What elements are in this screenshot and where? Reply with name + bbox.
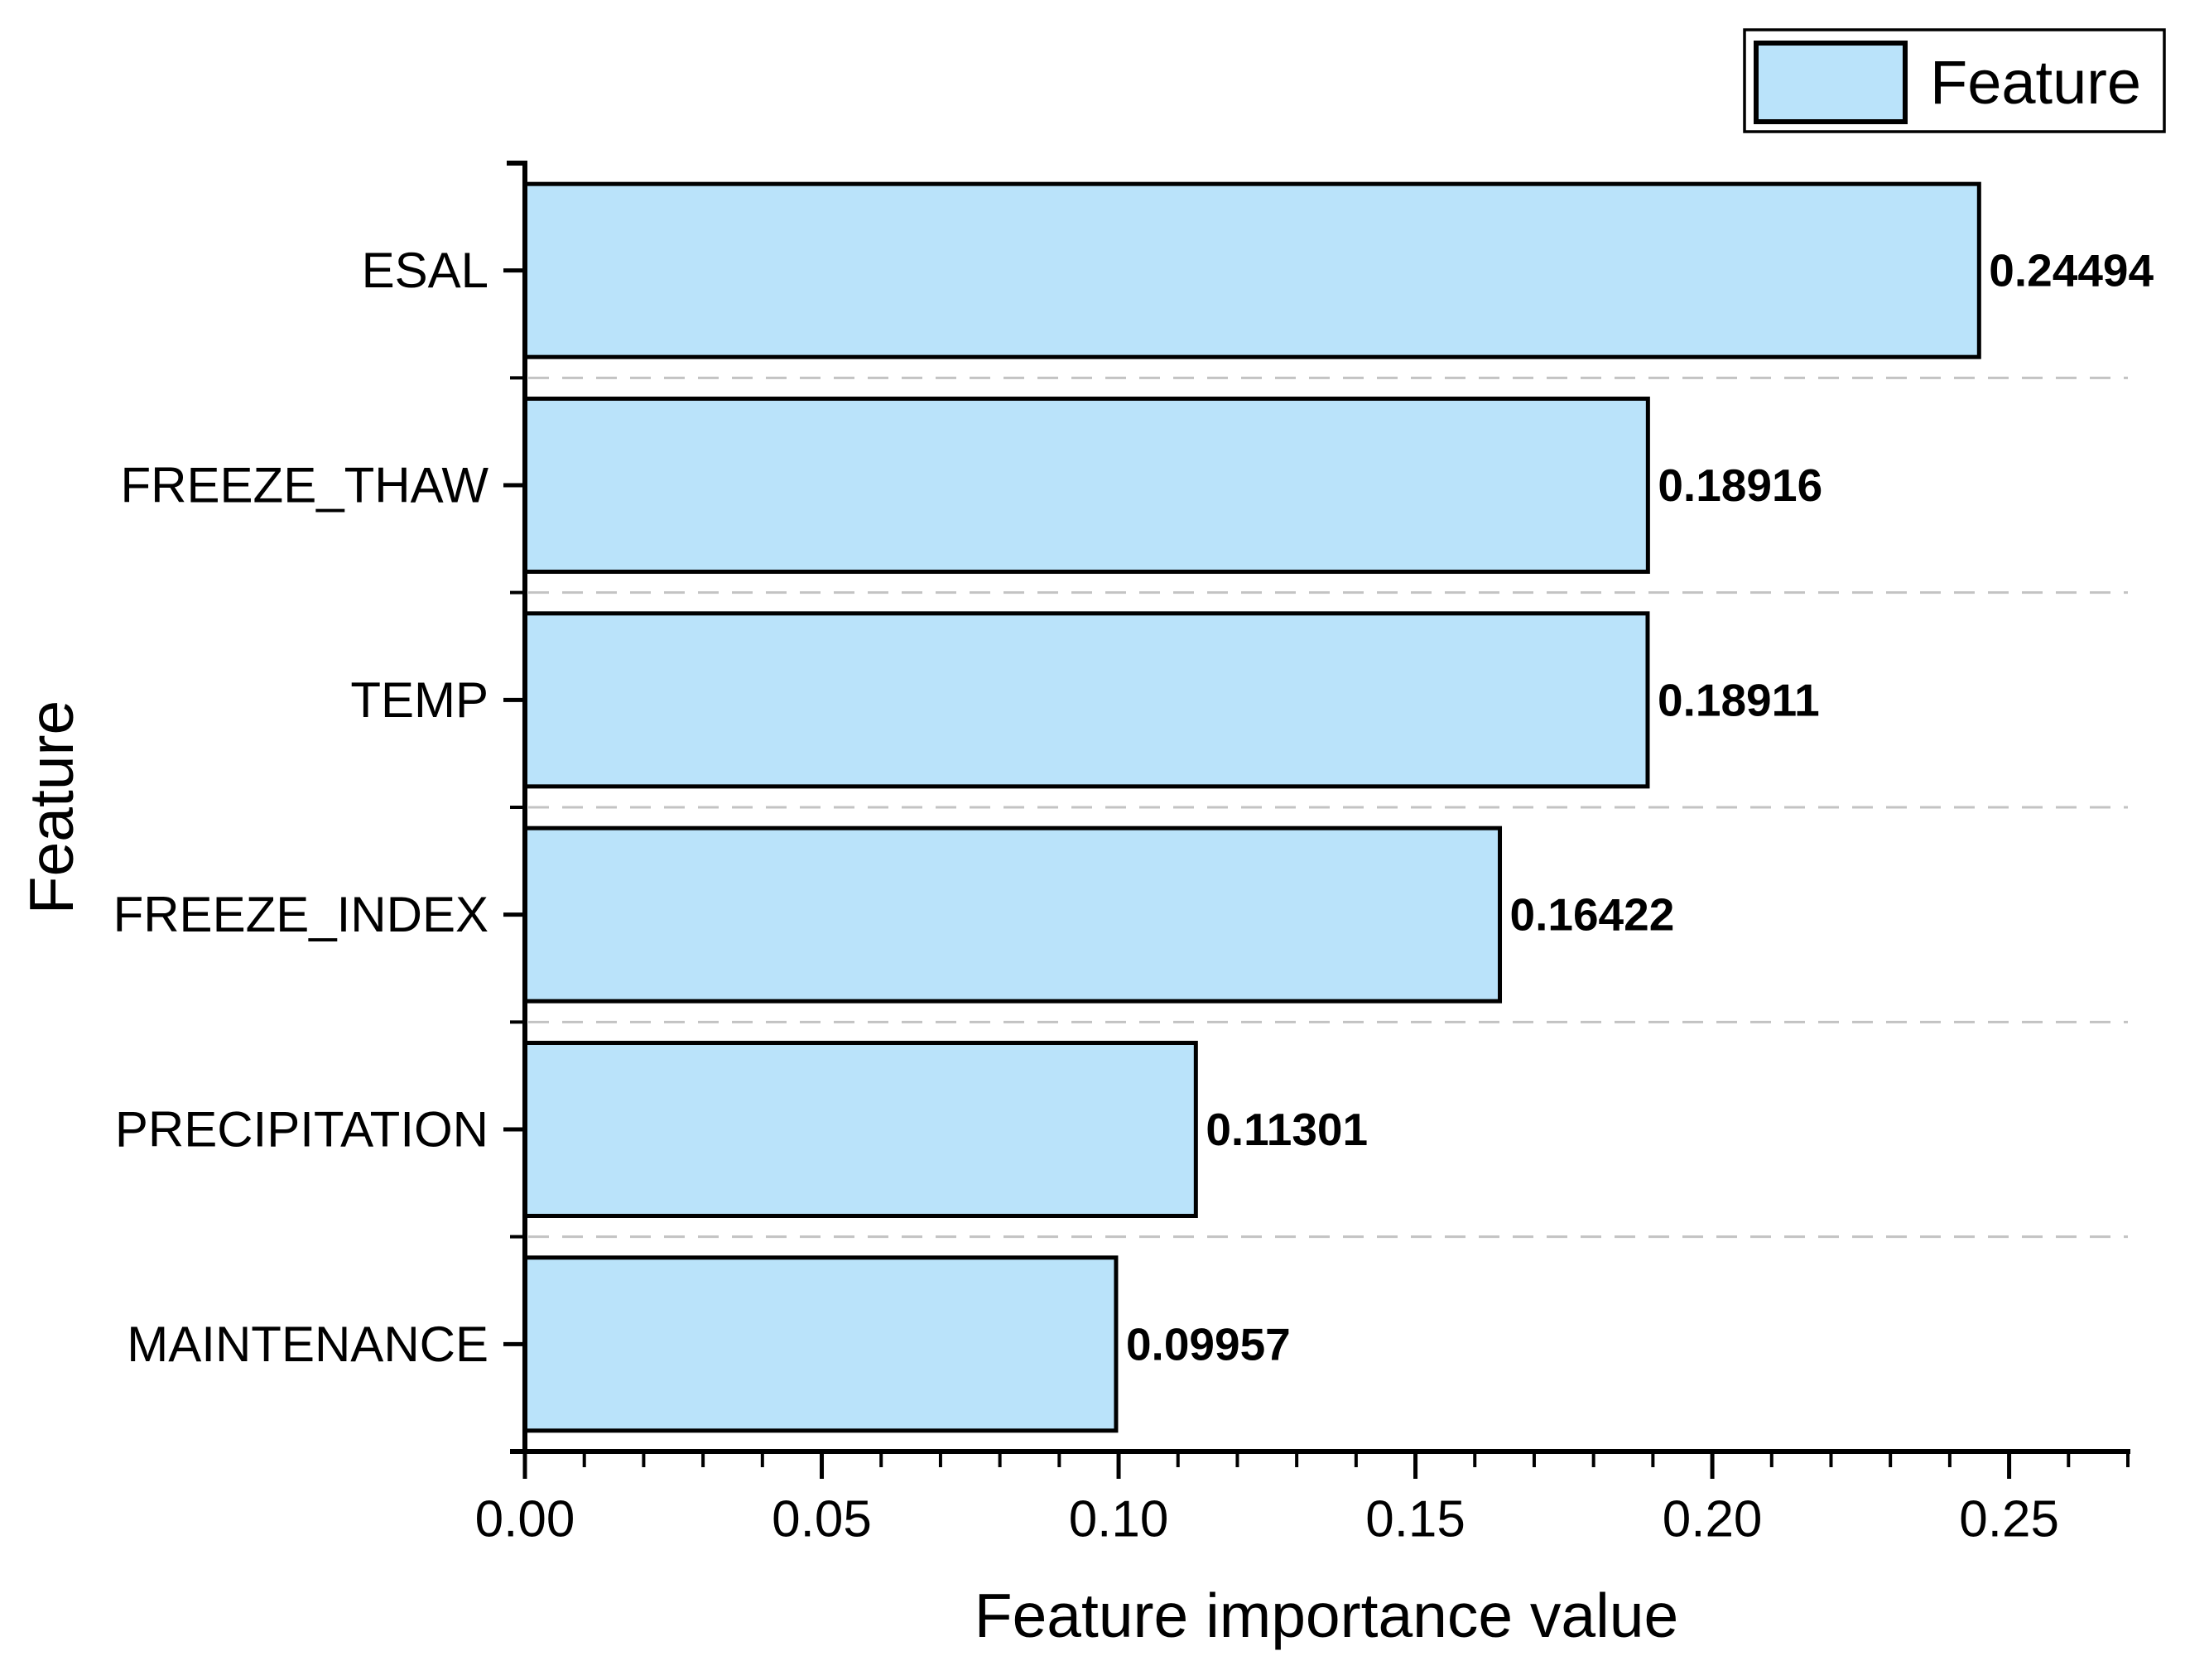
x-tick-label: 0.15 — [1365, 1491, 1465, 1548]
y-category-label: MAINTENANCE — [127, 1317, 488, 1372]
x-axis-title: Feature importance value — [975, 1581, 1678, 1650]
bar-value-label: 0.09957 — [1126, 1318, 1291, 1370]
legend-label: Feature — [1930, 48, 2141, 117]
x-tick-label: 0.25 — [1959, 1491, 2059, 1548]
bar-freeze_index — [522, 826, 1503, 1004]
y-category-label: FREEZE_THAW — [121, 458, 489, 513]
x-tick-label: 0.00 — [475, 1491, 575, 1548]
bar-value-label: 0.24494 — [1989, 245, 2154, 296]
y-category-label: ESAL — [362, 243, 488, 298]
legend-swatch — [1754, 41, 1908, 124]
x-tick-label: 0.10 — [1069, 1491, 1169, 1548]
y-category-label: TEMP — [350, 672, 488, 728]
bar-value-label: 0.16422 — [1510, 889, 1675, 941]
bar-precipitation — [522, 1041, 1198, 1218]
bar-value-label: 0.18911 — [1658, 674, 1820, 725]
x-tick-label: 0.20 — [1663, 1491, 1763, 1548]
bar-maintenance — [522, 1255, 1119, 1433]
bar-value-label: 0.18916 — [1658, 460, 1822, 511]
bar-esal — [522, 181, 1981, 359]
x-tick-label: 0.05 — [772, 1491, 872, 1548]
y-axis-title: Feature — [17, 700, 86, 914]
bar-value-label: 0.11301 — [1206, 1104, 1368, 1155]
y-category-label: PRECIPITATION — [115, 1102, 488, 1158]
bar-freeze_thaw — [522, 397, 1650, 574]
bar-temp — [522, 611, 1650, 789]
y-category-label: FREEZE_INDEX — [113, 887, 488, 942]
